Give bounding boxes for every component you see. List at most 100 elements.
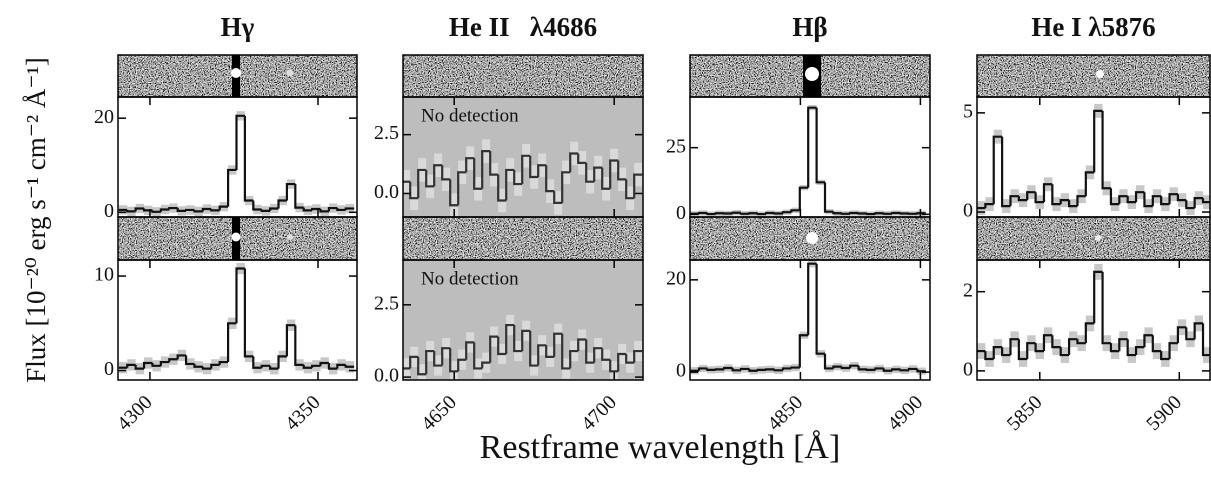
spectrum-step xyxy=(473,158,483,190)
spectrum-step xyxy=(1143,334,1153,348)
x-tick-label: 4350 xyxy=(281,391,325,435)
spectrum-step xyxy=(731,368,741,372)
image-2d xyxy=(977,55,1210,97)
spectrum-step xyxy=(497,174,507,202)
spectrum-step xyxy=(260,364,271,368)
spectrum-step xyxy=(1001,136,1011,208)
y-tick-label: 0 xyxy=(676,202,686,224)
spectrum-step xyxy=(625,353,635,364)
spectrum-step xyxy=(344,364,355,368)
spectrum-step xyxy=(1109,188,1120,206)
spectrum-step xyxy=(1084,322,1095,344)
spectrum-step xyxy=(210,209,220,212)
image-2d xyxy=(403,55,643,97)
spectrum-step xyxy=(815,263,825,355)
spectrum-step xyxy=(561,171,571,203)
panel: 0 5 He I λ5876 xyxy=(963,12,1211,222)
spectrum-step xyxy=(633,173,643,199)
spectrum-step xyxy=(235,267,245,324)
image-frame xyxy=(976,216,1211,261)
spectrum-step xyxy=(497,336,507,356)
y-tick-label: 2.5 xyxy=(374,292,399,314)
spectrum-step xyxy=(706,212,716,216)
plot-area xyxy=(690,260,926,375)
plot-area xyxy=(690,105,926,217)
spectrum-step xyxy=(1143,192,1153,208)
spectrum-step xyxy=(521,154,531,185)
spectrum-step xyxy=(260,209,271,212)
emission-spot xyxy=(231,232,241,242)
y-tick-label: 0 xyxy=(963,358,973,380)
spectrum-step xyxy=(593,166,603,182)
emission-spot xyxy=(805,67,819,81)
spectrum-step xyxy=(210,363,220,369)
image-2d xyxy=(977,217,1210,260)
y-tick-label: 0 xyxy=(104,200,114,222)
spectrum-step xyxy=(277,199,287,209)
spectrum-step xyxy=(201,366,212,370)
spectrum-step xyxy=(857,212,867,215)
spectrum-step xyxy=(142,361,153,369)
spectrum-step xyxy=(235,114,245,170)
plot-background xyxy=(690,260,930,380)
spectrum-step xyxy=(285,182,296,201)
spectrum-step xyxy=(790,209,800,213)
spectrum-step xyxy=(882,368,893,372)
spectrum-step xyxy=(269,365,279,370)
plot-area xyxy=(977,263,1210,367)
spectrum-step xyxy=(134,207,145,212)
spectrum-step xyxy=(1176,194,1187,202)
spectra-2d xyxy=(118,55,1210,260)
x-tick-label: 5850 xyxy=(1003,391,1047,435)
spectrum-step xyxy=(1034,343,1044,353)
spectrum-step xyxy=(790,366,800,369)
spectrum-step xyxy=(553,332,563,357)
image-frame xyxy=(402,54,644,98)
spectrum-step xyxy=(1076,339,1086,345)
spectrum-step xyxy=(1193,197,1204,209)
image-frame xyxy=(402,216,644,261)
plot-area xyxy=(118,262,355,375)
spectrum-step xyxy=(1051,335,1061,349)
spectrum-step xyxy=(1126,339,1137,357)
plot-area xyxy=(118,111,355,217)
spectrum-step xyxy=(159,360,170,366)
spectrum-step xyxy=(1076,195,1086,207)
spectrum-step xyxy=(226,322,237,363)
spectrum-step xyxy=(465,157,475,173)
spectrum-step xyxy=(1059,199,1070,205)
spectrum-step xyxy=(1026,191,1036,201)
spectrum-step xyxy=(553,191,563,204)
emission-spot xyxy=(1096,70,1104,78)
spectrum-step xyxy=(916,212,926,215)
spectrum-step xyxy=(1168,342,1178,360)
spectrum-step xyxy=(529,330,539,367)
spectrum-step xyxy=(319,361,329,366)
spectrum-step xyxy=(302,207,313,212)
spectrum-step xyxy=(1034,192,1044,204)
x-tick-label: 4900 xyxy=(883,391,927,435)
spectrum-step xyxy=(823,182,834,213)
column-title: Hβ xyxy=(792,12,827,42)
spectrum-step xyxy=(1067,338,1078,356)
spectrum-step xyxy=(327,362,338,370)
spectrum-step xyxy=(481,150,491,189)
spectrum-step xyxy=(1026,342,1036,360)
panel: 0 2 5850 5900 xyxy=(963,216,1211,435)
spectrum-step xyxy=(294,325,304,366)
spectrum-step xyxy=(505,168,515,201)
spectrum-step xyxy=(409,355,419,369)
image-frame xyxy=(117,54,358,98)
spectrum-step xyxy=(1134,191,1145,203)
spectrum-step xyxy=(601,348,611,361)
x-tick-label: 4300 xyxy=(113,391,157,435)
spectrum-step xyxy=(569,349,579,369)
spectrum-step xyxy=(907,367,918,371)
spectrum-step xyxy=(1051,184,1061,206)
spectrum-step xyxy=(285,324,296,357)
spectrum-step xyxy=(882,212,893,215)
spectrum-step xyxy=(327,206,338,212)
emission-spot xyxy=(287,234,293,240)
annotation: No detection xyxy=(421,268,519,289)
